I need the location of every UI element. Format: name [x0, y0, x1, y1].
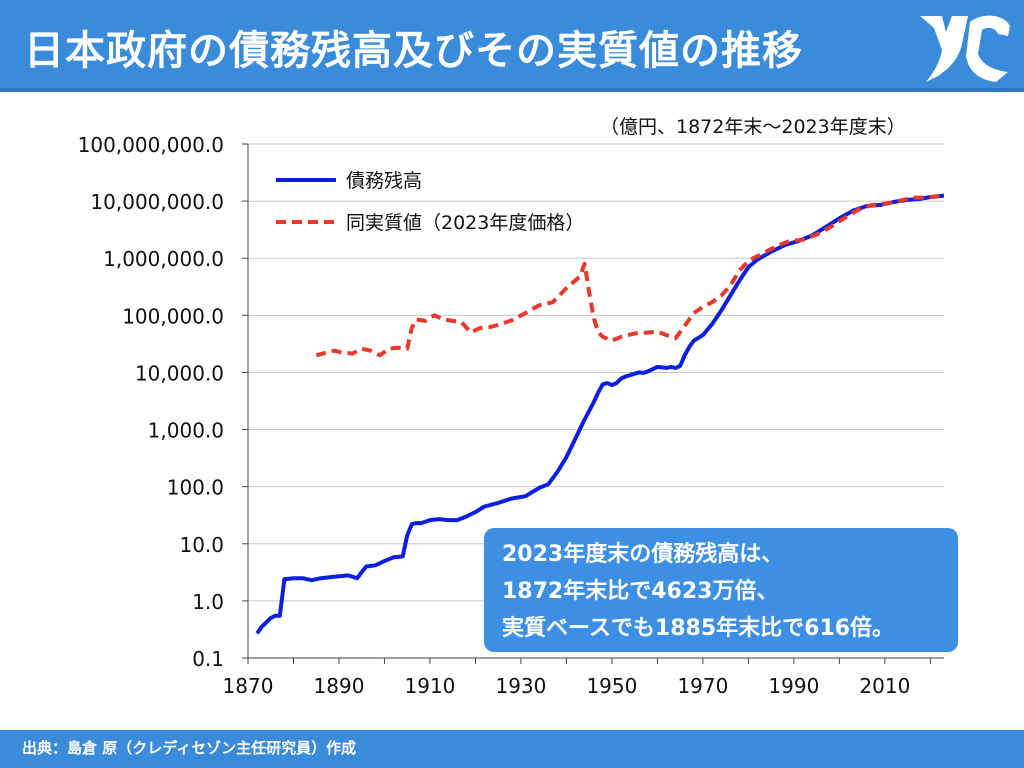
- y-tick-label: 100.0: [167, 476, 224, 500]
- nominal-debt-line: [255, 193, 945, 635]
- debt-chart: 0.1 1.0 10.0 100.0 1,000.0 10,000.0 100,000.0 1…: [78, 133, 945, 698]
- x-tick-label: 1930: [495, 674, 546, 698]
- legend-label: 債務残高: [346, 170, 422, 192]
- y-tick-label: 10,000,000.0: [90, 190, 224, 214]
- y-tick-label: 1,000,000.0: [103, 247, 224, 271]
- y-tick-label: 100,000,000.0: [78, 133, 224, 157]
- x-tick-label: 1890: [314, 674, 365, 698]
- series-layer: [255, 193, 945, 635]
- unit-note: （億円、1872年末～2023年度末）: [600, 116, 906, 138]
- x-tick-label: 1910: [405, 674, 456, 698]
- callout-box: 2023年度末の債務残高は、 1872年末比で4623万倍、 実質ベースでも18…: [484, 528, 958, 652]
- y-tick-label: 10,000.0: [135, 361, 224, 385]
- legend-label: 同実質値（2023年度価格）: [346, 212, 584, 234]
- slide-title: 日本政府の債務残高及びその実質値の推移: [24, 28, 803, 74]
- source-credit: 出典：島倉 原（クレディセゾン主任研究員）作成: [22, 739, 357, 757]
- x-tick-label: 2010: [859, 674, 910, 698]
- callout-line-2: 1872年末比で4623万倍、: [502, 579, 779, 604]
- y-tick-label: 0.1: [192, 647, 224, 671]
- brand-logo: [920, 15, 1010, 82]
- y-tick-label: 1,000.0: [148, 419, 224, 443]
- title-bar: [0, 0, 1024, 88]
- axes: 0.1 1.0 10.0 100.0 1,000.0 10,000.0 100,000.0 1…: [78, 133, 944, 698]
- y-tick-label: 10.0: [179, 533, 224, 557]
- callout-line-1: 2023年度末の債務残高は、: [502, 542, 784, 567]
- real-debt-line: [315, 193, 945, 358]
- title-bar-rule: [0, 88, 1024, 92]
- footer-bar: [0, 730, 1024, 768]
- x-tick-label: 1970: [677, 674, 728, 698]
- y-tick-label: 100,000.0: [122, 304, 224, 328]
- y-tick-label: 1.0: [192, 590, 224, 614]
- x-tick-label: 1990: [768, 674, 819, 698]
- x-tick-label: 1950: [586, 674, 637, 698]
- callout-line-3: 実質ベースでも1885年末比で616倍。: [502, 616, 895, 641]
- x-tick-label: 1870: [223, 674, 274, 698]
